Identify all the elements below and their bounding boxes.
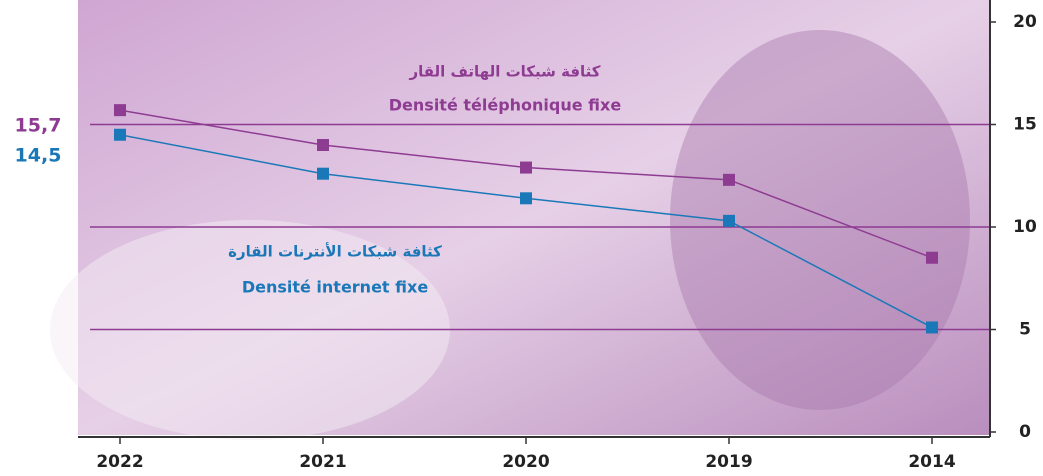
- data-point: [317, 167, 329, 180]
- value-label: 15,7: [15, 115, 62, 137]
- y-tick-label: 10: [1013, 217, 1037, 237]
- data-point: [114, 128, 126, 141]
- data-point: [723, 214, 735, 227]
- y-tick-label: 20: [1013, 12, 1037, 32]
- legend-label-ar: كثافة شبكات الهاتف القار: [408, 63, 600, 81]
- value-label: 14,5: [15, 145, 62, 167]
- y-tick-label: 5: [1019, 320, 1031, 340]
- legend-label: Densité téléphonique fixe: [389, 96, 622, 115]
- data-point: [520, 161, 532, 174]
- legend-label: Densité internet fixe: [242, 278, 429, 297]
- data-point: [520, 192, 532, 205]
- y-tick-label: 0: [1019, 422, 1031, 442]
- data-point: [926, 321, 938, 334]
- data-point: [317, 139, 329, 151]
- x-tick-label: 2022: [96, 452, 143, 472]
- x-tick-label: 2019: [705, 452, 752, 472]
- x-tick-label: 2014: [908, 452, 955, 472]
- legend-label-ar: كثافة شبكات الأنترنات القارة: [228, 243, 442, 261]
- x-tick-label: 2020: [502, 452, 549, 472]
- data-point: [926, 251, 938, 264]
- x-tick-label: 2021: [299, 452, 346, 472]
- y-tick-label: 15: [1013, 115, 1037, 135]
- data-point: [723, 173, 735, 186]
- data-point: [114, 104, 126, 117]
